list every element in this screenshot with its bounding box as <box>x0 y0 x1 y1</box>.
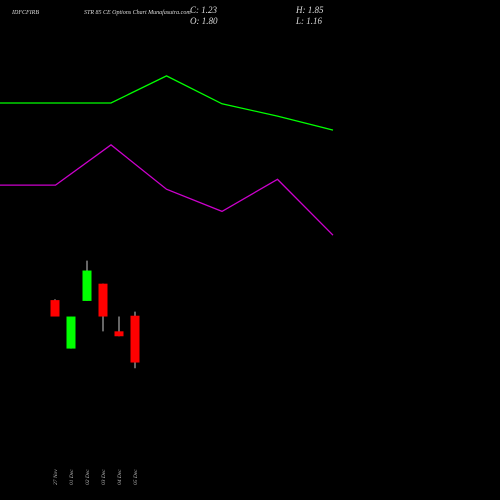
candle-body <box>66 316 76 349</box>
x-tick-label: 01 Dec <box>69 469 75 485</box>
x-tick-label: 03 Dec <box>101 469 107 485</box>
x-tick-label: 04 Dec <box>116 469 123 485</box>
x-tick-label: 02 Dec <box>85 469 91 485</box>
open-label: O: 1.80 <box>190 16 218 26</box>
candle-body <box>114 331 124 337</box>
close-label: C: 1.23 <box>190 5 218 15</box>
indicator-line <box>0 75 334 131</box>
chart-subtitle: STR 85 CE Options Chart Munafasutra.com <box>84 9 191 16</box>
chart-title: IDFCFIRB <box>11 10 39 16</box>
candle-body <box>50 300 60 317</box>
high-label: H: 1.85 <box>295 5 324 15</box>
candle-body <box>98 283 108 317</box>
candle-body <box>82 270 92 301</box>
x-tick-label: 27 Nov <box>53 469 59 485</box>
x-tick-label: 05 Dec <box>133 469 139 485</box>
low-label: L: 1.16 <box>295 16 323 26</box>
indicator-line <box>0 144 334 236</box>
candle-body <box>130 315 140 363</box>
